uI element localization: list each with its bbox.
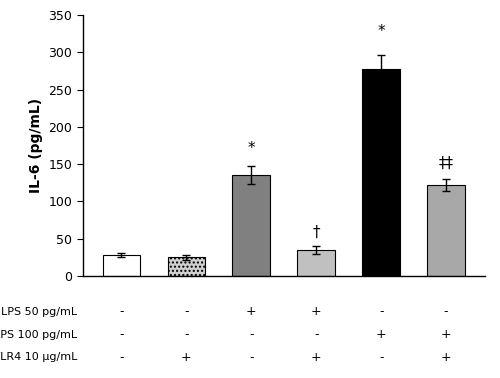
Text: †: † (312, 225, 320, 240)
Text: *: * (378, 24, 385, 39)
Text: +: + (440, 351, 452, 364)
Text: -: - (249, 328, 254, 341)
Bar (102, 255, 141, 276)
Text: -: - (379, 351, 384, 364)
Text: -: - (119, 305, 124, 318)
Text: -: - (119, 351, 124, 364)
Text: +: + (311, 351, 322, 364)
Text: +: + (181, 351, 192, 364)
Text: ‡‡: ‡‡ (438, 156, 454, 171)
Text: LPS 100 pg/mL: LPS 100 pg/mL (0, 330, 78, 339)
Text: +: + (246, 305, 256, 318)
Text: -: - (444, 305, 448, 318)
Bar (298, 250, 335, 276)
Text: *: * (248, 141, 255, 156)
Text: -: - (184, 328, 188, 341)
Text: +: + (311, 305, 322, 318)
Y-axis label: IL-6 (pg/mL): IL-6 (pg/mL) (28, 98, 42, 193)
Text: +: + (440, 328, 452, 341)
Bar (232, 175, 270, 276)
Text: A-TLR4 10 μg/mL: A-TLR4 10 μg/mL (0, 352, 78, 362)
Text: -: - (314, 328, 318, 341)
Text: -: - (379, 305, 384, 318)
Text: LPS 50 pg/mL: LPS 50 pg/mL (2, 307, 78, 317)
Text: -: - (184, 305, 188, 318)
Text: -: - (249, 351, 254, 364)
Bar (427, 185, 465, 276)
Bar (362, 69, 400, 276)
Text: -: - (119, 328, 124, 341)
Bar (168, 257, 205, 276)
Text: +: + (376, 328, 386, 341)
